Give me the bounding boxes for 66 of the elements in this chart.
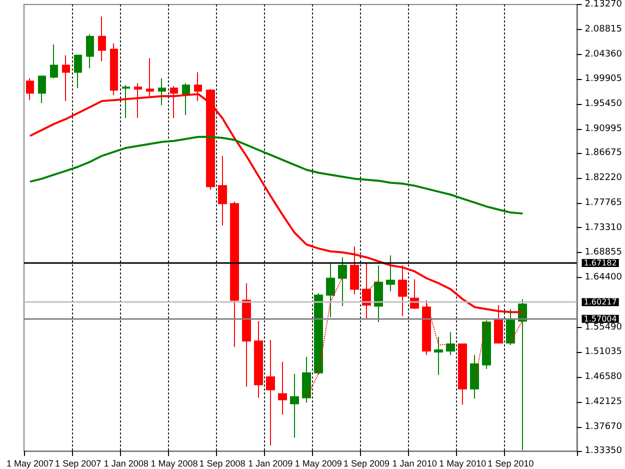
candlestick [302, 356, 311, 404]
y-tick-label: 1.42125 [584, 396, 622, 407]
y-tick-label: 1.90995 [584, 124, 622, 134]
y-tick-label: 2.04360 [584, 49, 622, 60]
candlestick [74, 54, 82, 89]
candlestick [122, 84, 130, 118]
ref-line-label: 1.60217 [584, 298, 617, 307]
candlestick [350, 246, 359, 295]
candlestick [62, 54, 70, 102]
y-tick-label: 1.51035 [584, 347, 622, 358]
x-tick-label: 1 Sep 2010 [488, 458, 534, 468]
candlestick [158, 78, 166, 106]
candlestick [458, 344, 467, 406]
y-tick-label: 1.99905 [584, 74, 622, 84]
candlestick [38, 76, 46, 104]
candlestick [218, 155, 227, 226]
candlestick [230, 201, 239, 348]
candlestick [434, 336, 443, 376]
candlestick [266, 339, 275, 446]
candlestick [386, 254, 395, 292]
candlestick [446, 332, 455, 356]
candlestick [290, 373, 299, 438]
y-tick-label: 1.33350 [584, 446, 622, 456]
candlestick [26, 78, 34, 101]
y-tick-label: 2.08815 [584, 24, 622, 34]
x-tick-label: 1 May 2007 [6, 458, 54, 468]
ref-line-label: 1.67182 [584, 258, 617, 268]
candlestick [518, 298, 527, 451]
candlestick [182, 82, 190, 116]
candlestick [110, 42, 118, 96]
candlestick [482, 320, 491, 370]
y-tick-label: 1.95450 [584, 99, 622, 110]
candlestick [506, 308, 515, 346]
candlestick [254, 320, 263, 398]
candlestick [86, 34, 94, 69]
x-tick-label: 1 Jan 2008 [104, 458, 148, 468]
x-tick-label: 1 Sep 2008 [199, 458, 246, 468]
line-series [29, 136, 524, 215]
candlestick [242, 282, 251, 388]
ref-line-label: 1.57004 [584, 314, 617, 324]
candlestick [98, 16, 106, 62]
candlestick [278, 361, 287, 416]
candlestick [374, 264, 383, 323]
x-tick-label: 1 May 2008 [150, 458, 198, 468]
y-tick-label: 1.68855 [584, 248, 622, 258]
candlestick [50, 44, 58, 79]
candlestick [338, 256, 347, 307]
y-tick-label: 1.73310 [584, 222, 622, 233]
y-tick-label: 1.82220 [584, 172, 622, 183]
x-tick-label: 1 May 2009 [294, 458, 342, 468]
y-tick-label: 1.46580 [584, 372, 622, 382]
x-tick-label: 1 Sep 2009 [343, 458, 390, 468]
x-tick-label: 1 Jan 2010 [392, 458, 437, 468]
y-tick-label: 1.64400 [584, 272, 622, 283]
candlestick [470, 354, 479, 400]
x-tick-label: 1 May 2010 [439, 458, 486, 468]
y-tick-label: 1.37670 [584, 422, 622, 432]
x-tick-label: 1 Jan 2009 [248, 458, 293, 468]
y-tick-label: 1.55490 [584, 322, 622, 332]
candlestick [422, 300, 431, 356]
x-tick-label: 1 Sep 2007 [55, 458, 102, 468]
y-tick-label: 1.86675 [584, 148, 622, 158]
candlestick [314, 292, 323, 376]
candlestick [326, 262, 335, 318]
y-tick-label: 1.77765 [584, 198, 622, 208]
y-tick-label: 2.13270 [584, 0, 622, 10]
